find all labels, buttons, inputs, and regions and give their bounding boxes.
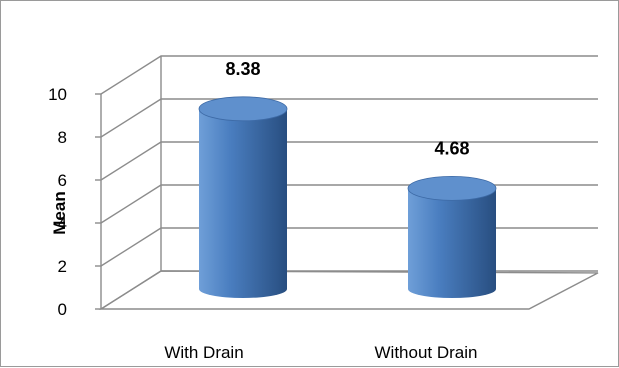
y-tick-label: 6 bbox=[58, 171, 67, 190]
category-label: Without Drain bbox=[375, 343, 478, 362]
gridline bbox=[100, 98, 598, 138]
gridlines bbox=[95, 55, 599, 310]
y-tick-labels: 0 2 4 6 8 10 bbox=[48, 85, 67, 319]
y-tick-label: 10 bbox=[48, 85, 67, 104]
y-tick-label: 8 bbox=[58, 128, 67, 147]
data-labels: 8.38 4.68 bbox=[225, 59, 469, 159]
data-label: 8.38 bbox=[225, 59, 260, 79]
bars bbox=[198, 96, 497, 298]
gridline bbox=[100, 227, 598, 267]
y-axis-title: Mean bbox=[50, 191, 69, 234]
cylinder-body bbox=[408, 188, 496, 298]
y-tick-label: 2 bbox=[58, 257, 67, 276]
bar-without-drain bbox=[407, 175, 497, 298]
gridline bbox=[100, 270, 598, 310]
gridline bbox=[100, 184, 598, 224]
data-label: 4.68 bbox=[434, 138, 469, 158]
cylinder-top bbox=[198, 96, 288, 122]
bar-with-drain bbox=[198, 96, 288, 298]
gridline bbox=[100, 141, 598, 181]
gridline bbox=[100, 55, 598, 95]
category-labels: With Drain Without Drain bbox=[164, 343, 477, 362]
y-tick-label: 0 bbox=[58, 300, 67, 319]
cylinder-top bbox=[407, 175, 497, 201]
chart-floor bbox=[98, 270, 599, 310]
cylinder-body bbox=[199, 108, 287, 298]
category-label: With Drain bbox=[164, 343, 243, 362]
y-tick-label: 4 bbox=[58, 214, 67, 233]
